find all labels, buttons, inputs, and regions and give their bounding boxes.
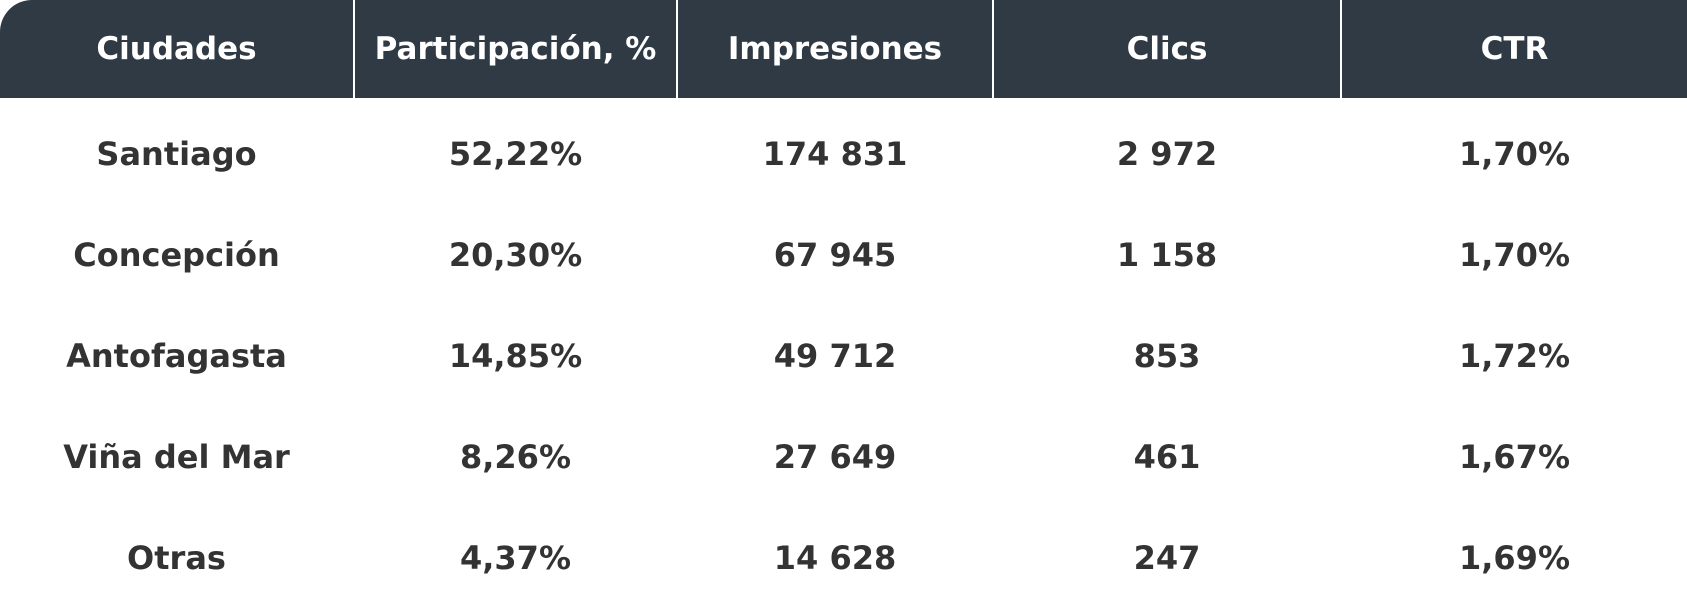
table-cell: Viña del Mar	[63, 437, 290, 476]
header-cell: Impresiones	[678, 0, 992, 98]
table-cell: 1,72%	[1458, 336, 1570, 375]
table-cell: Santiago	[96, 134, 257, 173]
table-cell: 27 649	[773, 437, 897, 476]
header-cell: Clics	[994, 0, 1340, 98]
table-cell: 1,70%	[1458, 134, 1570, 173]
table-cell: 20,30%	[448, 235, 583, 274]
table-cell: 1,67%	[1458, 437, 1570, 476]
table-cell: Otras	[127, 538, 226, 577]
table-cell: 8,26%	[459, 437, 571, 476]
table-cell: 67 945	[773, 235, 897, 274]
table-cell: 1,70%	[1458, 235, 1570, 274]
table-cell: 1 158	[1116, 235, 1218, 274]
header-cell: CTR	[1342, 0, 1687, 98]
header-cell: Participación, %	[355, 0, 676, 98]
table-cell: 14 628	[773, 538, 897, 577]
table-cell: 174 831	[762, 134, 908, 173]
table-cell: 2 972	[1116, 134, 1218, 173]
table-cell: 52,22%	[448, 134, 583, 173]
table-cell: 4,37%	[459, 538, 571, 577]
table-cell: Concepción	[73, 235, 280, 274]
table-cell: 1,69%	[1458, 538, 1570, 577]
table-cell: 247	[1133, 538, 1201, 577]
table-cell: 461	[1133, 437, 1201, 476]
table-cell: 49 712	[773, 336, 897, 375]
table-cell: Antofagasta	[66, 336, 287, 375]
header-cell: Ciudades	[0, 0, 353, 98]
table-cell: 853	[1133, 336, 1201, 375]
table-cell: 14,85%	[448, 336, 583, 375]
